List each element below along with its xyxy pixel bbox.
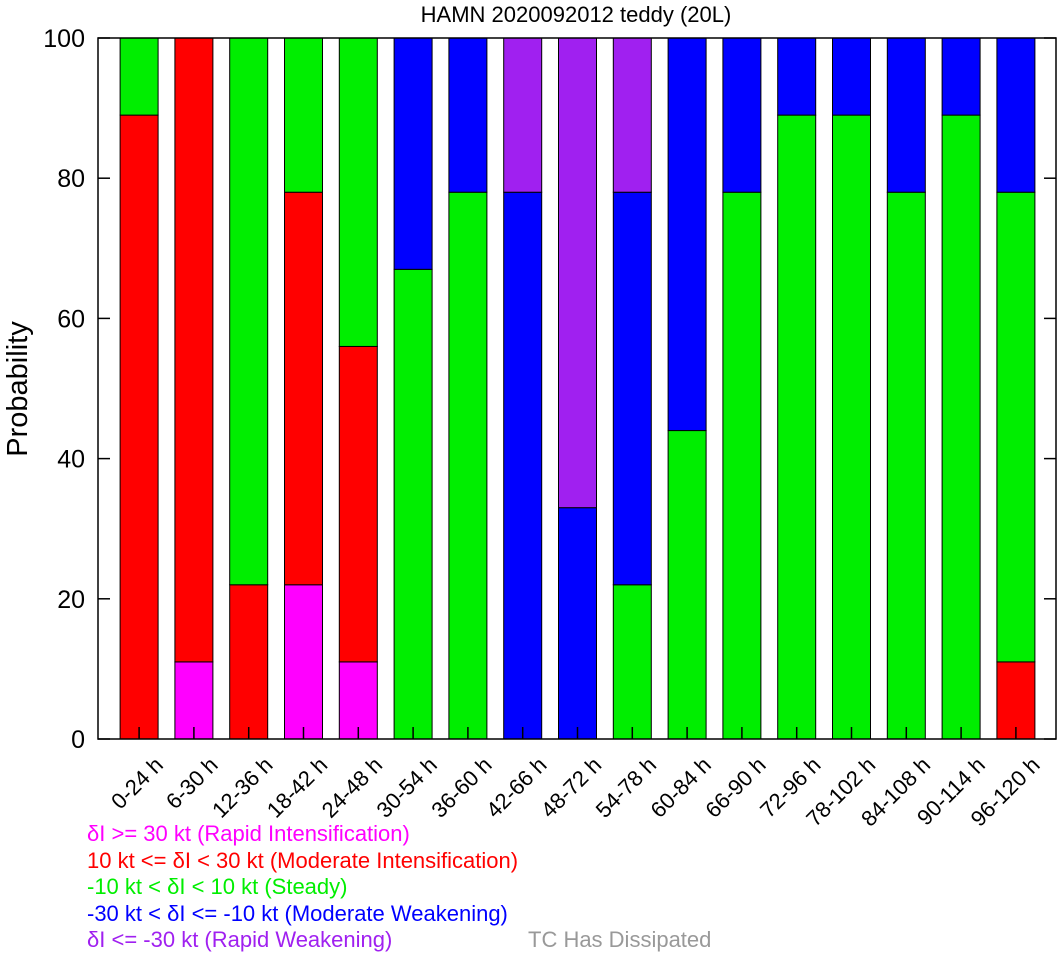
bar-segment-st-16	[996, 191, 1036, 663]
legend-entry-2: -10 kt < δI < 10 kt (Steady)	[87, 874, 348, 899]
x-tick-label-9: 54-78 h	[591, 752, 661, 822]
x-tick-label-6: 36-60 h	[426, 752, 496, 822]
x-tick-label-8: 48-72 h	[536, 752, 606, 822]
bar-segment-mi-3	[284, 191, 323, 586]
bar-segment-mw-5	[393, 37, 433, 270]
y-tick-label-2: 40	[57, 446, 85, 474]
bar-segment-st-10	[667, 430, 707, 740]
y-tick-label-3: 60	[57, 305, 85, 333]
y-tick-label-0: 0	[71, 726, 85, 754]
x-tick-label-7: 42-66 h	[481, 752, 551, 822]
bar-segment-st-12	[777, 114, 817, 740]
bar-segment-mw-13	[832, 37, 871, 116]
y-tick-label-5: 100	[43, 25, 85, 53]
bar-segment-mi-0	[119, 114, 159, 740]
x-tick-label-0: 0-24 h	[106, 752, 168, 814]
bar-segment-mi-2	[229, 584, 269, 740]
bar-segment-st-0	[119, 37, 159, 116]
legend-entry-3: -30 kt < δI <= -10 kt (Moderate Weakenin…	[87, 900, 508, 926]
bar-segment-st-6	[448, 191, 488, 740]
bar-segment-mw-12	[777, 37, 817, 116]
bar-segment-st-3	[284, 37, 323, 193]
bar-segment-st-2	[229, 37, 269, 586]
bar-segment-st-4	[338, 37, 378, 347]
x-tick-label-10: 60-84 h	[646, 752, 716, 822]
bar-segment-mw-15	[941, 37, 981, 116]
bar-segment-mw-7	[503, 191, 543, 740]
bar-segment-st-14	[886, 191, 926, 740]
bar-segment-mi-4	[338, 345, 378, 663]
bar-segment-rw-7	[503, 37, 543, 193]
legend-entry-dissipated: TC Has Dissipated	[528, 927, 712, 952]
legend-entry-0: δI >= 30 kt (Rapid Intensification)	[87, 821, 410, 846]
bar-segment-mw-10	[667, 37, 707, 432]
y-axis-label: Probability	[2, 321, 34, 457]
legend-entry-4: δI <= -30 kt (Rapid Weakening)	[87, 927, 393, 952]
x-tick-label-2: 12-36 h	[207, 752, 277, 822]
bar-segment-ri-4	[338, 661, 378, 740]
bar-segment-st-15	[941, 114, 981, 740]
bar-segment-rw-9	[612, 37, 652, 193]
bar-segment-ri-1	[174, 661, 214, 740]
bar-segment-mw-11	[722, 37, 762, 193]
bar-segment-st-9	[612, 584, 652, 740]
x-tick-label-4: 24-48 h	[317, 752, 387, 822]
bar-segment-ri-3	[284, 584, 323, 740]
y-tick-label-4: 80	[57, 165, 85, 193]
y-tick-label-1: 20	[57, 586, 85, 614]
bar-segment-mw-6	[448, 37, 488, 193]
x-tick-label-3: 18-42 h	[262, 752, 332, 822]
bar-segment-st-5	[393, 268, 433, 740]
bar-segment-rw-8	[558, 37, 597, 509]
bars-layer	[119, 37, 1036, 740]
chart-title: HAMN 2020092012 teddy (20L)	[421, 2, 732, 27]
legend-entry-1: 10 kt <= δI < 30 kt (Moderate Intensific…	[87, 847, 519, 873]
x-tick-label-11: 66-90 h	[700, 752, 770, 822]
bar-segment-mw-8	[558, 507, 597, 740]
bar-segment-st-13	[832, 114, 871, 740]
bar-segment-st-11	[722, 191, 762, 740]
bar-segment-mw-9	[612, 191, 652, 586]
bar-segment-mi-1	[174, 37, 214, 663]
bar-segment-mw-16	[996, 37, 1036, 193]
x-tick-label-5: 30-54 h	[372, 752, 442, 822]
bar-segment-mw-14	[886, 37, 926, 193]
